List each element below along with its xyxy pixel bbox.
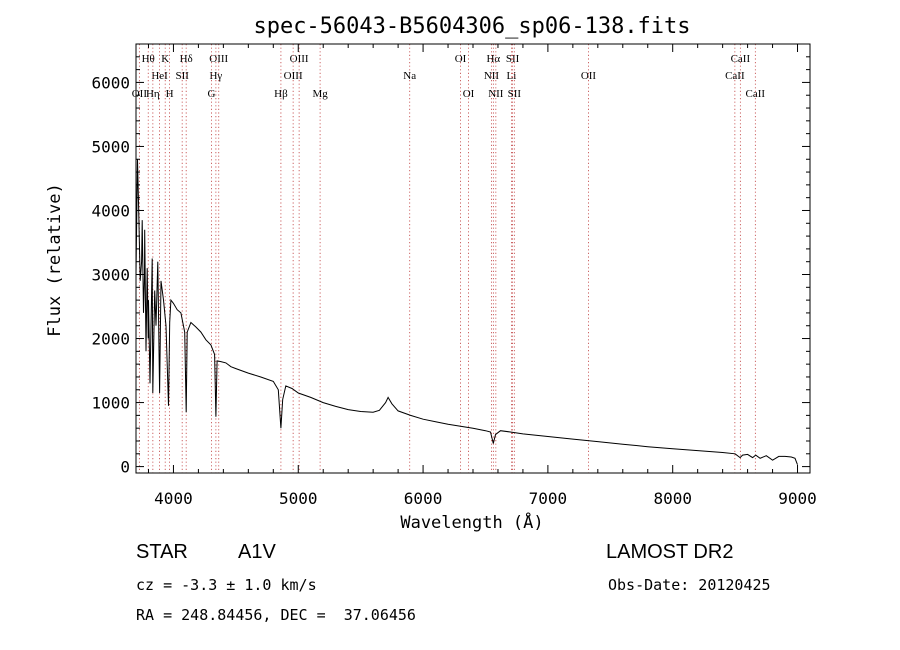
x-tick-label: 9000 (778, 489, 817, 508)
y-tick-label: 5000 (91, 137, 130, 156)
marker-label: Hα (486, 53, 500, 65)
y-tick-label: 0 (120, 458, 130, 477)
marker-label: K (161, 53, 169, 65)
marker-label: CaII (725, 70, 745, 82)
marker-label: Mg (312, 88, 328, 100)
y-axis-label: Flux (relative) (45, 183, 65, 337)
obs-date-label: Obs-Date: 20120425 (608, 576, 771, 594)
marker-label: H (166, 88, 174, 100)
marker-label: SII (175, 70, 189, 82)
object-class: STAR (136, 541, 188, 563)
marker-label: Hγ (209, 70, 222, 82)
y-tick-label: 4000 (91, 201, 130, 220)
marker-label: Hθ (142, 53, 155, 65)
marker-label: CaII (746, 88, 766, 100)
marker-label: OII (581, 70, 597, 82)
marker-label: OIII (284, 70, 303, 82)
x-axis-label: Wavelength (Å) (400, 511, 543, 533)
spectrum-line (135, 159, 798, 465)
y-tick-label: 1000 (91, 394, 130, 413)
marker-label: Hη (146, 88, 160, 100)
x-tick-label: 4000 (154, 489, 193, 508)
marker-label: OI (463, 88, 475, 100)
marker-label: SII (506, 53, 520, 65)
marker-label: NII (484, 70, 500, 82)
x-tick-label: 6000 (404, 489, 443, 508)
marker-label: Li (507, 70, 517, 82)
spectral-subclass: A1V (238, 541, 276, 563)
axis-ticks: 4000 5000 6000 7000 8000 9000 0 1000 2000 3000 400… (91, 43, 817, 508)
x-tick-label: 7000 (529, 489, 568, 508)
x-tick-label: 8000 (653, 489, 692, 508)
redshift-label: cz = -3.3 ± 1.0 km/s (136, 576, 317, 594)
plot-frame (135, 43, 811, 474)
marker-label: Hδ (180, 53, 193, 65)
marker-label: CaII (731, 53, 751, 65)
marker-label: HeI (151, 70, 168, 82)
spectral-line-markers: Hθ K Hδ OIII OIII OI Hα SII CaII HeI SII Hγ OIII Na NI… (132, 44, 766, 473)
x-tick-label: 5000 (279, 489, 318, 508)
marker-label: NII (488, 88, 504, 100)
y-tick-label: 3000 (91, 266, 130, 285)
marker-label: Na (403, 70, 416, 82)
coordinates-label: RA = 248.84456, DEC = 37.06456 (136, 606, 416, 624)
y-tick-label: 6000 (91, 73, 130, 92)
marker-label: OIII (209, 53, 228, 65)
marker-label: OIII (290, 53, 309, 65)
y-tick-label: 2000 (91, 330, 130, 349)
marker-label: Hβ (274, 88, 288, 100)
marker-label: OII (132, 88, 148, 100)
chart-title: spec-56043-B5604306_sp06-138.fits (253, 14, 690, 39)
survey-label: LAMOST DR2 (606, 541, 734, 563)
marker-label: G (208, 88, 216, 100)
marker-label: SII (508, 88, 522, 100)
marker-label: OI (455, 53, 467, 65)
